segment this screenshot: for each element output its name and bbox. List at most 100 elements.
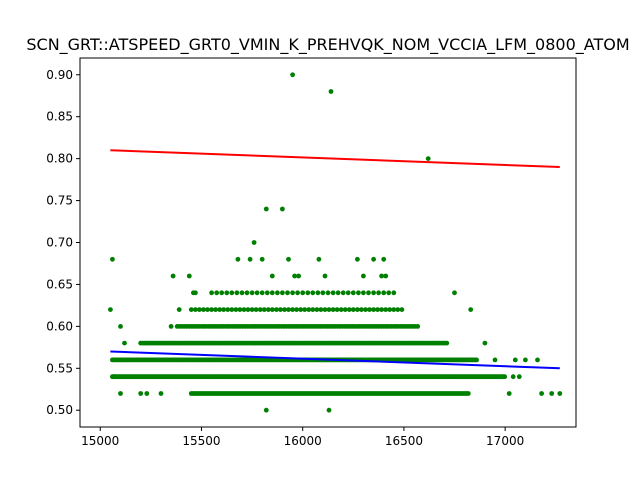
- data-point: [330, 307, 336, 312]
- data-point: [296, 273, 301, 279]
- data-point: [506, 391, 512, 396]
- data-point: [193, 307, 198, 312]
- data-point: [275, 290, 280, 296]
- data-point: [371, 256, 376, 262]
- data-point: [265, 307, 271, 312]
- data-point: [322, 307, 328, 312]
- data-point: [158, 391, 164, 396]
- data-point: [334, 307, 340, 312]
- data-point: [263, 407, 269, 413]
- data-point: [263, 206, 269, 212]
- data-point: [257, 307, 263, 312]
- data-point: [259, 256, 265, 262]
- data-point: [320, 290, 326, 296]
- y-tick-label: 0.85: [46, 110, 73, 124]
- data-point: [290, 307, 295, 312]
- data-point: [465, 391, 471, 396]
- data-point: [306, 307, 312, 312]
- data-point: [326, 407, 332, 413]
- data-point: [452, 290, 457, 296]
- x-tick-label: 16500: [385, 434, 423, 448]
- data-point: [350, 307, 356, 312]
- data-point: [239, 290, 245, 296]
- data-point: [444, 340, 450, 346]
- data-point: [330, 290, 336, 296]
- data-point: [110, 256, 115, 262]
- data-point: [261, 307, 267, 312]
- data-point: [395, 307, 401, 312]
- x-tick-label: 17000: [486, 434, 524, 448]
- data-point: [209, 307, 215, 312]
- data-point: [367, 307, 372, 312]
- x-axis: 15000 15500 16000 16500 17000: [81, 427, 524, 448]
- data-point: [415, 324, 421, 329]
- data-point: [213, 307, 219, 312]
- y-tick-label: 0.50: [46, 403, 73, 417]
- data-point: [286, 256, 291, 262]
- data-point: [375, 307, 380, 312]
- data-point: [118, 391, 123, 396]
- data-point: [379, 307, 384, 312]
- data-point: [254, 290, 260, 296]
- y-tick-label: 0.80: [46, 152, 73, 166]
- data-point: [363, 307, 368, 312]
- x-tick-label: 15000: [81, 434, 119, 448]
- data-point: [214, 290, 220, 296]
- y-tick-label: 0.70: [46, 236, 73, 250]
- data-point: [361, 290, 366, 296]
- data-point: [295, 290, 300, 296]
- data-point: [209, 290, 215, 296]
- data-point: [176, 307, 182, 312]
- data-point: [282, 307, 287, 312]
- data-point: [391, 307, 397, 312]
- data-point: [219, 290, 225, 296]
- data-point: [391, 290, 397, 296]
- data-point: [278, 307, 283, 312]
- data-point: [300, 290, 306, 296]
- data-point: [387, 307, 393, 312]
- data-point: [245, 307, 251, 312]
- data-point: [379, 273, 384, 279]
- data-point: [251, 240, 257, 245]
- chart-title: SCN_GRT::ATSPEED_GRT0_VMIN_K_PREHVQK_NOM…: [26, 35, 629, 55]
- y-tick-label: 0.75: [46, 194, 73, 208]
- data-point: [318, 307, 324, 312]
- data-point: [325, 290, 331, 296]
- data-point: [197, 307, 202, 312]
- data-point: [474, 357, 479, 363]
- data-point: [305, 290, 311, 296]
- data-point: [298, 307, 304, 312]
- data-point: [229, 290, 235, 296]
- data-point: [338, 307, 344, 312]
- data-point: [371, 290, 376, 296]
- data-point: [241, 307, 247, 312]
- points-layer: [108, 72, 563, 413]
- y-tick-label: 0.65: [46, 277, 73, 291]
- data-point: [264, 290, 270, 296]
- data-point: [346, 307, 352, 312]
- data-point: [249, 307, 255, 312]
- data-point: [233, 307, 239, 312]
- data-point: [280, 206, 285, 212]
- data-point: [310, 290, 316, 296]
- lower-trend-line: [110, 350, 560, 370]
- data-point: [355, 256, 360, 262]
- data-point: [269, 290, 275, 296]
- data-point: [425, 156, 431, 162]
- data-point: [535, 357, 540, 363]
- data-point: [108, 307, 113, 312]
- data-point: [381, 256, 387, 262]
- y-tick-label: 0.60: [46, 319, 73, 333]
- data-point: [234, 290, 240, 296]
- data-point: [376, 290, 381, 296]
- data-point: [292, 273, 297, 279]
- data-point: [122, 340, 127, 346]
- data-point: [482, 340, 488, 346]
- data-point: [168, 324, 174, 329]
- data-point: [235, 256, 241, 262]
- data-point: [201, 307, 206, 312]
- data-point: [118, 324, 123, 329]
- data-point: [557, 391, 563, 396]
- data-point: [286, 307, 291, 312]
